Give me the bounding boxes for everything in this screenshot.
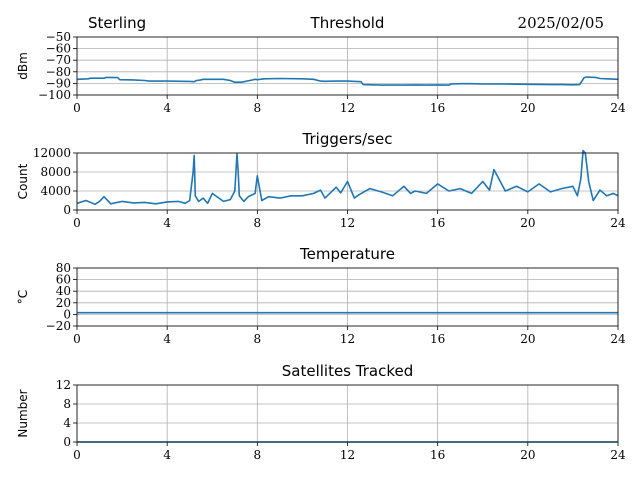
y-tick-label: 4000	[40, 184, 71, 198]
x-tick-label: 0	[73, 448, 81, 462]
y-axis-label: Number	[16, 389, 30, 437]
plot-frame	[76, 152, 619, 211]
y-axis-label: Count	[16, 163, 30, 199]
x-tick-label: 16	[430, 101, 445, 115]
y-tick-label: −90	[46, 76, 71, 90]
y-tick-label: 60	[56, 273, 71, 287]
y-tick-label: −70	[46, 53, 71, 67]
y-tick-label: −100	[38, 88, 71, 102]
x-tick-label: 8	[254, 332, 262, 346]
y-tick-label: 12	[56, 378, 71, 392]
date-label: 2025/02/05	[518, 14, 604, 32]
y-tick-label: −50	[46, 30, 71, 44]
x-tick-label: 12	[340, 448, 355, 462]
chart-title: Triggers/sec	[302, 130, 393, 148]
y-tick-label: 8	[63, 397, 71, 411]
chart-triggers: 0 4 8 12 16 20 24 0 4000 8000 12000 Triggers/sec Cou…	[16, 130, 626, 230]
y-tick-label: 8000	[40, 165, 71, 179]
x-tick-label: 12	[340, 332, 355, 346]
y-axis-label: °C	[16, 290, 30, 304]
y-tick-label: 80	[56, 261, 71, 275]
series-line	[76, 76, 619, 86]
x-tick-label: 16	[430, 448, 445, 462]
plot-frame	[76, 267, 619, 327]
chart-satellites: 0 4 8 12 16 20 24 0 4 8 12 Satellites Tracked Number	[16, 362, 626, 462]
chart-panels: 0 4 8 12 16 20 24 −100−90−80−70−60−50 Threshold d…	[16, 14, 626, 462]
y-tick-label: −60	[46, 42, 71, 56]
x-tick-label: 0	[73, 332, 81, 346]
x-tick-label: 20	[520, 448, 535, 462]
y-tick-label: 4	[63, 416, 71, 430]
x-tick-label: 4	[163, 332, 171, 346]
chart-threshold: 0 4 8 12 16 20 24 −100−90−80−70−60−50 Threshold d…	[16, 14, 626, 115]
x-tick-label: 4	[163, 216, 171, 230]
chart-title: Threshold	[310, 14, 385, 32]
x-tick-label: 4	[163, 101, 171, 115]
x-tick-label: 8	[254, 216, 262, 230]
x-tick-label: 16	[430, 332, 445, 346]
y-tick-label: 0	[63, 203, 71, 217]
x-tick-label: 24	[610, 448, 626, 462]
x-tick-label: 12	[340, 101, 355, 115]
plot-frame	[76, 36, 619, 96]
y-tick-label: 0	[63, 435, 71, 449]
x-tick-label: 8	[254, 448, 262, 462]
site-label: Sterling	[88, 14, 146, 32]
plot-frame	[76, 384, 619, 443]
x-tick-label: 20	[520, 332, 535, 346]
y-tick-label: −80	[46, 65, 71, 79]
y-tick-label: 40	[56, 284, 71, 298]
y-tick-label: −20	[46, 319, 71, 333]
x-tick-label: 24	[610, 101, 626, 115]
x-tick-label: 8	[254, 101, 262, 115]
x-tick-label: 20	[520, 216, 535, 230]
x-tick-label: 0	[73, 101, 81, 115]
chart-title: Temperature	[299, 245, 395, 263]
series-line	[76, 149, 619, 206]
y-axis-label: dBm	[16, 52, 30, 80]
y-tick-label: 20	[56, 296, 71, 310]
x-tick-label: 20	[520, 101, 535, 115]
y-tick-label: 0	[63, 307, 71, 321]
x-tick-label: 16	[430, 216, 445, 230]
x-tick-label: 24	[610, 332, 626, 346]
x-tick-label: 12	[340, 216, 355, 230]
x-tick-label: 0	[73, 216, 81, 230]
chart-title: Satellites Tracked	[282, 362, 413, 380]
y-tick-label: 12000	[33, 146, 71, 160]
x-tick-label: 4	[163, 448, 171, 462]
x-tick-label: 24	[610, 216, 626, 230]
